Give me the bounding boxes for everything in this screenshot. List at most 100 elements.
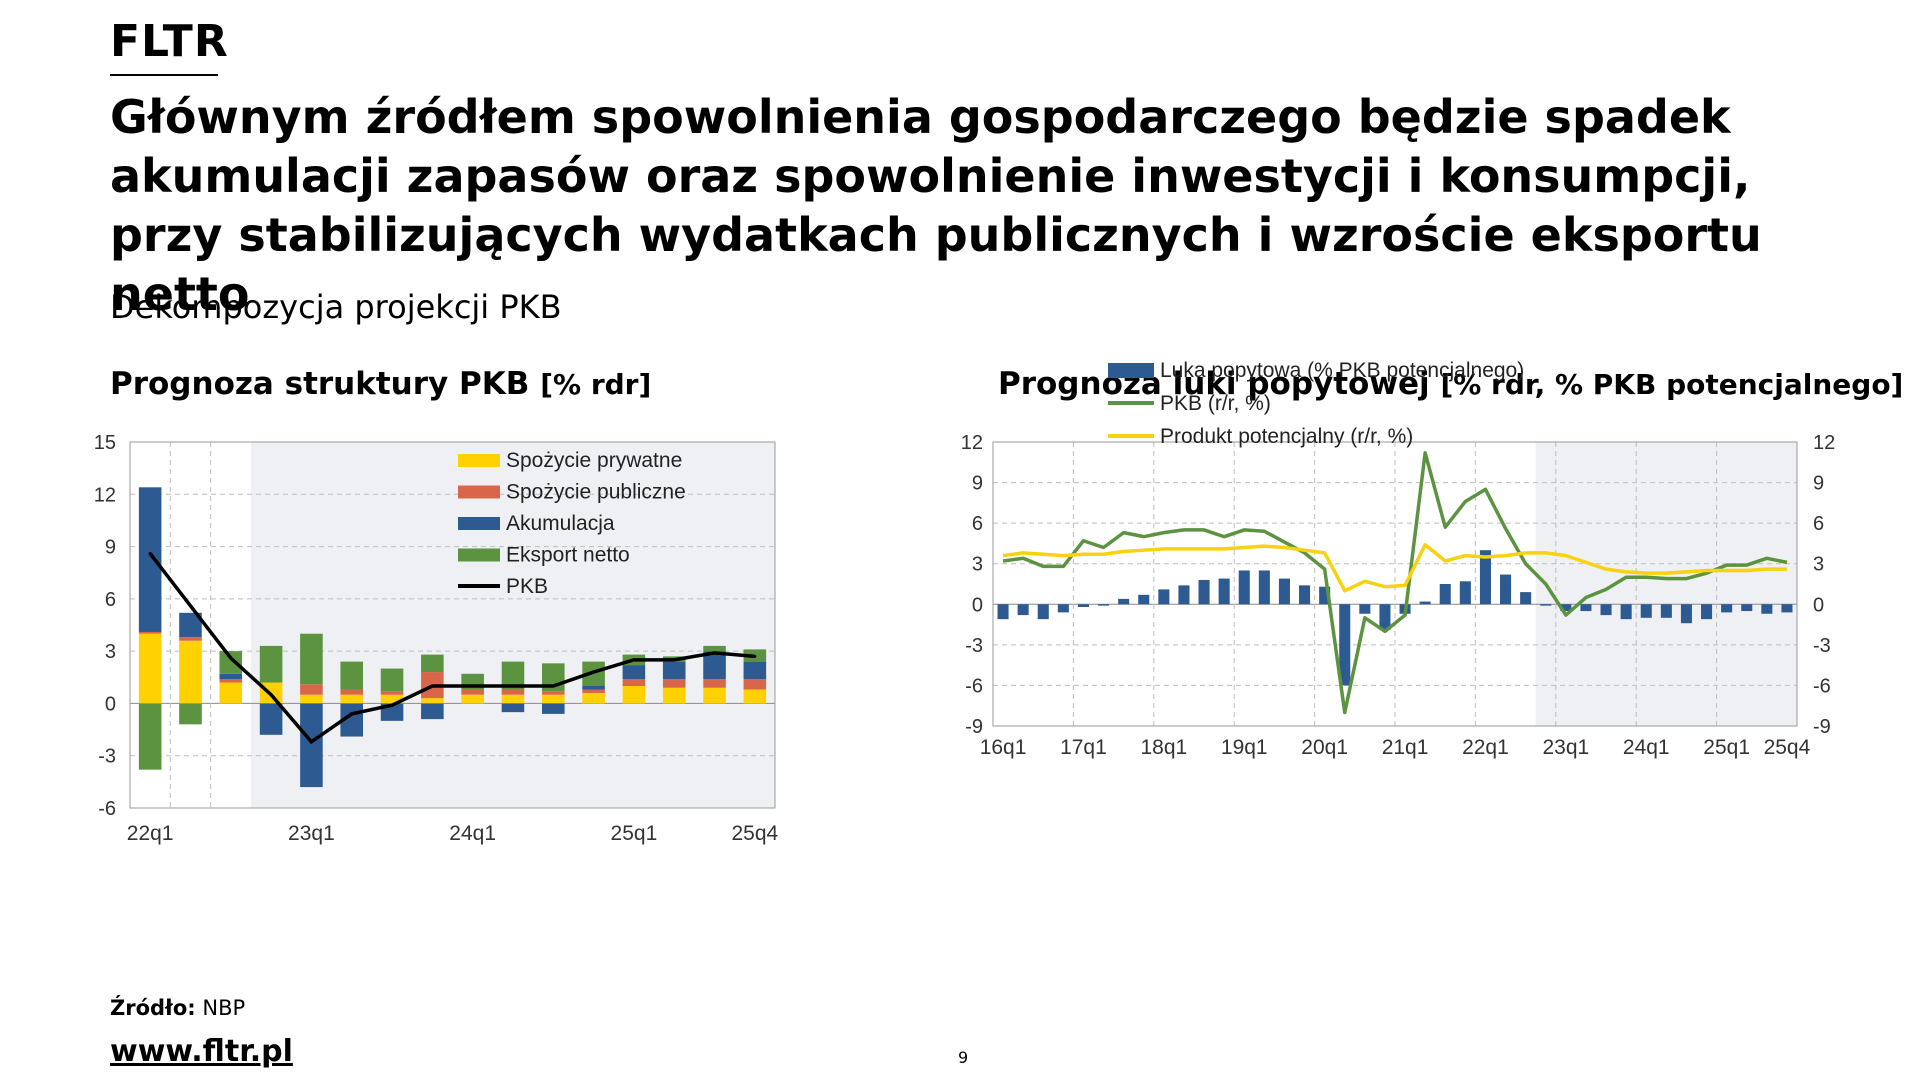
legend-produkt-potencjalny-r-r: Produkt potencjalny (r/r, %)	[1160, 425, 1413, 448]
legend-spozycie-publiczne: Spożycie publiczne	[506, 481, 686, 504]
bar-private	[703, 687, 726, 704]
x-tick-label: 25q4	[731, 822, 778, 845]
y-tick-label-right: 9	[1813, 473, 1824, 495]
y-tick-label-left: 0	[972, 594, 983, 616]
plot-frame	[992, 441, 1798, 727]
gap-bar	[1138, 594, 1150, 605]
gdp-point	[592, 670, 596, 674]
y-tick-label: 9	[105, 537, 116, 559]
gap-bar	[1178, 585, 1190, 605]
page-number: 9	[958, 1048, 969, 1067]
gdp-line	[148, 552, 755, 745]
bar-private	[340, 694, 364, 704]
gap-bar	[1299, 585, 1311, 605]
gap-bar	[1680, 604, 1692, 624]
gap-bar	[1540, 604, 1552, 606]
bar-accumulation	[541, 703, 565, 714]
left-chart-title: Prognoza struktury PKB [% rdr]	[110, 366, 651, 402]
bar-accumulation	[501, 703, 525, 713]
right-chart-title-main: Prognoza luki popytowej	[998, 366, 1430, 402]
legend-pkb-r-r: PKB (r/r, %)	[1160, 392, 1271, 415]
gap-bar	[1339, 604, 1351, 686]
legend-swatch-public	[458, 485, 500, 499]
y-tick-label-right: 3	[1813, 554, 1824, 576]
bar-private	[179, 640, 202, 704]
bar-private	[622, 686, 646, 704]
gap-bar	[1017, 604, 1029, 616]
bar-accumulation	[703, 651, 726, 680]
gdp-point	[551, 684, 555, 688]
gap-bar	[1037, 604, 1049, 620]
bar-public	[743, 679, 767, 690]
gap-bar	[1278, 578, 1290, 605]
bar-public	[703, 679, 726, 688]
bar-public	[380, 691, 404, 695]
gap-bar	[1479, 550, 1491, 605]
gap-bar	[1198, 579, 1210, 605]
legend-swatch-private	[458, 454, 500, 467]
x-tick-label: 19q1	[1221, 736, 1268, 759]
right-chart-title: Prognoza luki popytowej [% rdr, % PKB po…	[998, 366, 1903, 402]
gdp-point	[430, 684, 434, 688]
y-tick-label-right: 0	[1813, 594, 1824, 616]
y-tick-label-left: 3	[972, 554, 983, 576]
gdp-point	[148, 552, 152, 556]
bar-private	[300, 694, 323, 704]
source-label: Źródło:	[110, 996, 196, 1020]
y-tick-label: 12	[94, 484, 116, 506]
gdp-structure-chart: -6 -3 0 3 6 9 12 15 22q1 23q1 24q1 25q1 25q4 Spożycie…	[94, 432, 779, 845]
x-tick-label: 22q1	[127, 822, 174, 845]
legend-swatch-accumulation	[458, 517, 500, 530]
y-tick-label-right: 6	[1813, 513, 1824, 535]
gap-bar	[1258, 570, 1270, 605]
plot-frame	[129, 441, 776, 809]
bar-net_export	[138, 703, 162, 770]
bar-accumulation	[421, 703, 444, 720]
bar-public	[541, 691, 565, 695]
left-chart-title-main: Prognoza struktury PKB	[110, 366, 530, 402]
brand-underline	[110, 74, 218, 76]
bar-public	[501, 689, 525, 695]
website-link[interactable]: www.fltr.pl	[110, 1034, 293, 1069]
bar-private	[138, 633, 162, 704]
left-chart-title-unit: [% rdr]	[540, 368, 652, 401]
bar-public	[138, 631, 162, 634]
gdp-point	[672, 658, 676, 662]
bar-public	[179, 637, 202, 641]
line-gdp_green	[1002, 451, 1788, 715]
x-tick-label: 17q1	[1060, 736, 1107, 759]
y-tick-label-left: 12	[961, 432, 983, 454]
y-tick-label-left: -6	[965, 675, 983, 697]
y-tick-label: 0	[105, 693, 116, 715]
gap-bar	[1439, 584, 1451, 605]
gap-bar	[1218, 578, 1230, 605]
gap-bar	[1158, 589, 1170, 605]
line-potential	[1002, 543, 1787, 593]
gap-bar	[997, 604, 1009, 620]
bar-accumulation	[743, 661, 767, 680]
gap-bar	[1620, 604, 1632, 620]
bar-private	[380, 694, 404, 704]
gap-bar	[1419, 601, 1431, 605]
y-tick-label: -3	[98, 746, 116, 768]
y-tick-label-left: 6	[972, 513, 983, 535]
y-tick-label-right: -9	[1813, 716, 1831, 738]
bar-public	[300, 684, 323, 695]
legend-swatch-gap_bar	[1108, 363, 1154, 378]
gap-bar	[1580, 604, 1592, 612]
bar-private	[743, 689, 767, 704]
gap-bar	[1057, 604, 1069, 613]
bar-public	[662, 679, 686, 688]
headline: Głównym źródłem spowolnienia gospodarcze…	[110, 90, 1762, 321]
y-tick-label: 6	[105, 589, 116, 611]
gap-bar	[1600, 604, 1612, 616]
forecast-shading	[250, 442, 775, 808]
bar-net_export	[219, 651, 243, 674]
bar-private	[662, 687, 686, 704]
legend: Luka popytowa (% PKB potencjalnego) PKB (…	[1108, 359, 1524, 448]
x-tick-label: 18q1	[1140, 736, 1187, 759]
gdp-point	[753, 654, 757, 658]
gdp-point	[632, 658, 636, 662]
bar-accumulation	[662, 661, 686, 680]
bar-private	[501, 694, 525, 704]
